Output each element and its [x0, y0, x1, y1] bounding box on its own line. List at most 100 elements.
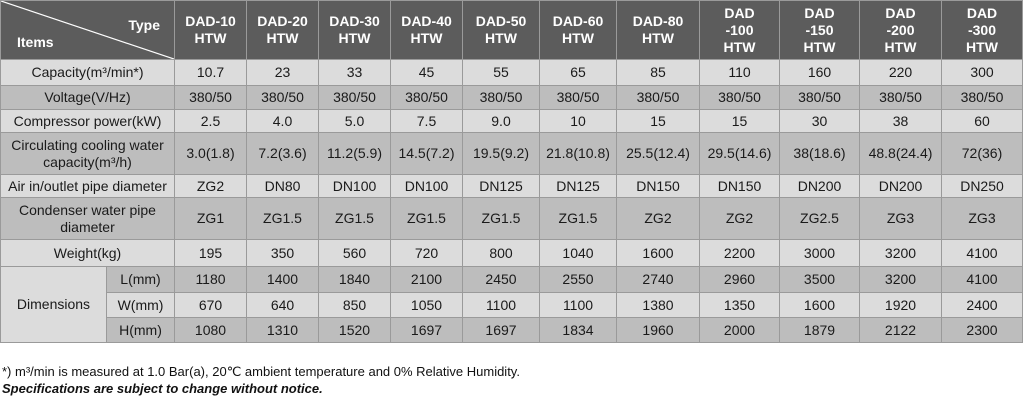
table-body: Capacity(m³/min*) 10.7 23 33 45 55 65 85 110 160 2… — [0, 59, 1023, 343]
table-cell: 55 — [462, 59, 540, 86]
model-header-line: HTW — [562, 30, 594, 46]
table-cell: 380/50 — [462, 85, 540, 110]
table-cell: DN200 — [859, 174, 942, 198]
table-row: Capacity(m³/min*) 10.7 23 33 45 55 65 85 110 160 2… — [0, 59, 1023, 86]
table-cell: 7.2(3.6) — [246, 132, 319, 175]
model-header: DAD -150 HTW — [779, 0, 860, 60]
table-cell: 3200 — [859, 239, 942, 267]
header-row: Type Items DAD-10 HTW DAD-20 HTW DAD-30 HTW DA… — [0, 0, 1023, 60]
table-cell: 3200 — [859, 266, 942, 293]
model-header-line: DAD-20 — [257, 13, 308, 29]
table-cell: ZG2 — [699, 197, 780, 240]
row-label-line: capacity(m³/h) — [43, 153, 132, 170]
model-header-line: DAD-40 — [401, 13, 452, 29]
table-cell: 1520 — [318, 317, 391, 343]
table-cell: 380/50 — [779, 85, 860, 110]
table-cell: 1697 — [462, 317, 540, 343]
table-cell: 60 — [941, 109, 1023, 133]
table-cell: 65 — [539, 59, 617, 86]
model-header-line: -200 — [886, 21, 915, 38]
model-header-line: HTW — [803, 38, 836, 55]
diagonal-divider — [1, 1, 174, 59]
table-cell: 2122 — [859, 317, 942, 343]
header-corner-cell: Type Items — [0, 0, 175, 60]
table-cell: DN100 — [318, 174, 391, 198]
table-cell: 1080 — [174, 317, 247, 343]
table-cell: 160 — [779, 59, 860, 86]
table-cell: 15 — [616, 109, 700, 133]
table-cell: 14.5(7.2) — [390, 132, 463, 175]
model-header-line: HTW — [266, 30, 299, 46]
row-label-line: Air in/outlet pipe diameter — [8, 177, 167, 194]
table-cell: 15 — [699, 109, 780, 133]
dimension-sublabel: H(mm) — [106, 317, 175, 343]
model-header-line: DAD — [966, 4, 998, 21]
table-cell: 4.0 — [246, 109, 319, 133]
row-label: Voltage(V/Hz) — [0, 85, 175, 110]
table-cell: 4100 — [941, 239, 1023, 267]
table-cell: 10.7 — [174, 59, 247, 86]
table-cell: 380/50 — [699, 85, 780, 110]
table-cell: 2000 — [699, 317, 780, 343]
table-cell: 1920 — [859, 292, 942, 318]
table-cell: ZG2 — [174, 174, 247, 198]
table-cell: DN125 — [462, 174, 540, 198]
table-cell: 29.5(14.6) — [699, 132, 780, 175]
dimension-row: W(mm) 670 640 850 1050 1100 1100 1380 1350 1600 19… — [1, 292, 1023, 318]
table-cell: 1840 — [318, 266, 391, 293]
table-cell: ZG1.5 — [390, 197, 463, 240]
model-header: DAD -300 HTW — [941, 0, 1023, 60]
dimensions-label: Dimensions — [0, 266, 107, 343]
table-cell: 2400 — [941, 292, 1023, 318]
table-cell: 38(18.6) — [779, 132, 860, 175]
dimension-row: H(mm) 1080 1310 1520 1697 1697 1834 1960 2000 187… — [1, 317, 1023, 343]
model-header-line: DAD — [724, 4, 755, 21]
footnote: *) m³/min is measured at 1.0 Bar(a), 20℃… — [2, 364, 520, 379]
model-header-line: HTW — [884, 38, 917, 55]
table-cell: 2960 — [699, 266, 780, 293]
table-cell: 380/50 — [174, 85, 247, 110]
table-cell: 33 — [318, 59, 391, 86]
model-header-line: HTW — [642, 30, 674, 46]
model-header-line: HTW — [723, 38, 756, 55]
table-cell: 7.5 — [390, 109, 463, 133]
table-cell: 640 — [246, 292, 319, 318]
table-row: Circulating cooling water capacity(m³/h) 3… — [0, 132, 1023, 175]
table-cell: 10 — [539, 109, 617, 133]
row-label: Weight(kg) — [0, 239, 175, 267]
table-cell: 350 — [246, 239, 319, 267]
table-cell: 5.0 — [318, 109, 391, 133]
table-cell: 3.0(1.8) — [174, 132, 247, 175]
dimension-sublabel: W(mm) — [106, 292, 175, 318]
model-header: DAD-40 HTW — [390, 0, 463, 60]
table-cell: ZG2.5 — [779, 197, 860, 240]
table-row: Compressor power(kW) 2.5 4.0 5.0 7.5 9.0 10 15 1… — [0, 109, 1023, 133]
table-cell: DN200 — [779, 174, 860, 198]
row-label-line: Weight(kg) — [53, 244, 122, 261]
table-cell: 72(36) — [941, 132, 1023, 175]
table-cell: 1600 — [616, 239, 700, 267]
table-cell: 380/50 — [941, 85, 1023, 110]
row-label-line: diameter — [60, 218, 115, 235]
model-header-line: -150 — [805, 21, 834, 38]
model-header-line: HTW — [194, 30, 227, 46]
table-cell: 2550 — [539, 266, 617, 293]
model-header-line: -300 — [967, 21, 997, 38]
row-label-line: Voltage(V/Hz) — [44, 89, 131, 105]
table-cell: 380/50 — [616, 85, 700, 110]
table-cell: ZG1.5 — [318, 197, 391, 240]
model-header-line: HTW — [966, 38, 998, 55]
table-cell: DN80 — [246, 174, 319, 198]
table-cell: 195 — [174, 239, 247, 267]
table-cell: 21.8(10.8) — [539, 132, 617, 175]
table-cell: 800 — [462, 239, 540, 267]
table-cell: 1400 — [246, 266, 319, 293]
table-cell: 38 — [859, 109, 942, 133]
table-cell: ZG1.5 — [539, 197, 617, 240]
model-header: DAD-10 HTW — [174, 0, 247, 60]
table-cell: 380/50 — [318, 85, 391, 110]
table-cell: ZG1.5 — [462, 197, 540, 240]
model-header: DAD-60 HTW — [539, 0, 617, 60]
table-cell: ZG1 — [174, 197, 247, 240]
